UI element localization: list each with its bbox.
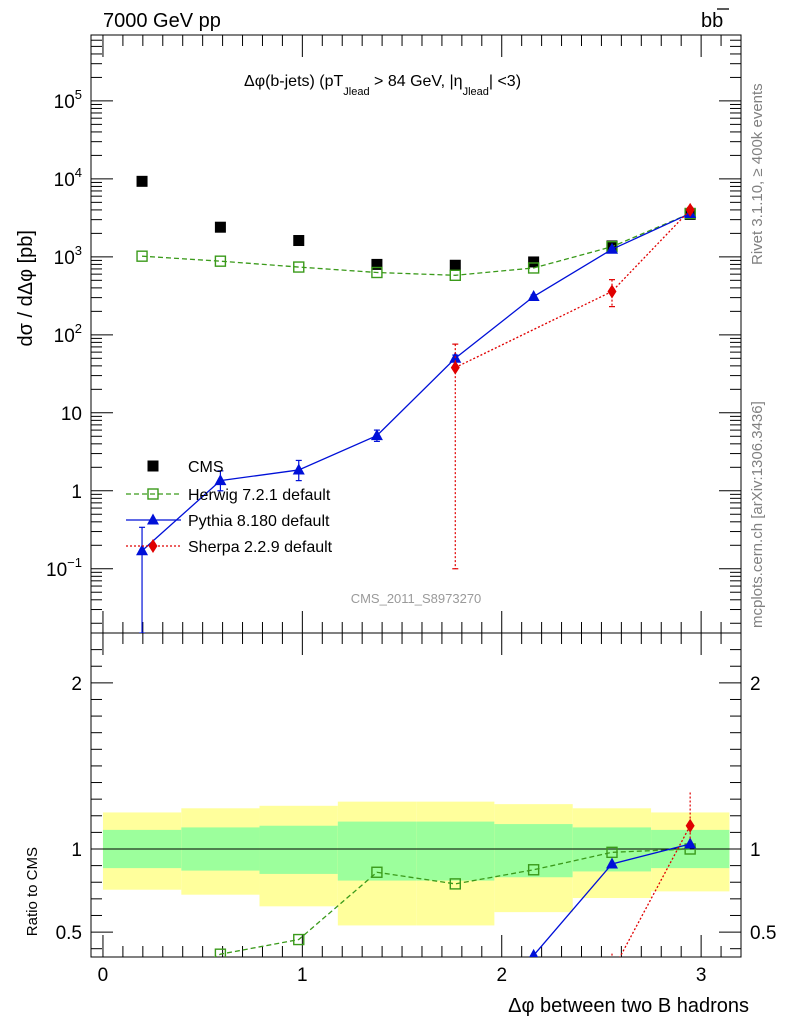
svg-text:bb: bb (701, 10, 723, 32)
ratio-point (606, 846, 618, 859)
data-point (293, 235, 305, 247)
data-point (136, 250, 148, 262)
ratio-point (685, 818, 695, 833)
series-line-2 (141, 212, 691, 552)
data-point (214, 221, 226, 233)
y-tick-label: 103 (54, 243, 82, 269)
watermark: CMS_2011_S8973270 (351, 591, 482, 606)
ratio-line-0 (213, 848, 691, 957)
y-tick-label-right: 2 (750, 674, 761, 695)
data-point (449, 259, 461, 271)
y-tick-label: 1 (71, 840, 82, 861)
side-label-rivet: Rivet 3.1.10, ≥ 400k events (749, 83, 766, 265)
legend-marker (148, 539, 158, 553)
top-ylabel: dσ / dΔφ [pb] (15, 230, 37, 347)
y-tick-label: 1 (71, 482, 82, 503)
legend-marker (147, 513, 159, 525)
data-point (136, 175, 148, 187)
data-point (685, 202, 695, 217)
ratio-point (293, 933, 305, 946)
ratio-band-inner (494, 824, 573, 878)
data-point (607, 284, 617, 299)
data-point (214, 474, 227, 486)
data-point (293, 261, 305, 273)
top-title: Δφ(b-jets) (pTJlead > 84 GeV, |ηJlead| <… (244, 73, 521, 98)
ratio-band-inner (259, 825, 338, 874)
ratio-point (371, 866, 383, 878)
y-tick-label: 10−1 (46, 555, 82, 581)
data-point (370, 429, 383, 441)
y-tick-label-right: 1 (750, 840, 761, 861)
series-line-1 (142, 212, 691, 276)
x-tick-label: 2 (496, 965, 507, 986)
ratio-point (214, 948, 227, 957)
top-axes: 10−1 1 10 102 103 104 105 (46, 34, 742, 634)
x-tick-label: 0 (98, 965, 109, 986)
ratio-point (684, 837, 697, 849)
y-tick-label: 2 (71, 674, 82, 695)
bottom-ylabel: Ratio to CMS (24, 847, 41, 936)
legend-entry-label: Pythia 8.180 default (188, 513, 330, 530)
data-point (450, 360, 460, 375)
data-point (449, 269, 461, 281)
legend-entry-label: Herwig 7.2.1 default (188, 487, 331, 504)
legend-entry-label: CMS (188, 459, 224, 476)
data-point (292, 463, 305, 475)
legend-marker (147, 488, 159, 500)
header-left: 7000 GeV pp (103, 10, 221, 32)
side-label-mcplots: mcplots.cern.ch [arXiv:1306.3436] (749, 401, 766, 628)
top-series (136, 175, 697, 633)
ratio-line-1 (529, 843, 691, 957)
data-point (528, 256, 540, 268)
data-point (214, 255, 227, 267)
data-point (371, 266, 383, 279)
ratio-point (527, 864, 540, 876)
data-point (371, 258, 383, 270)
data-point (136, 544, 149, 556)
x-tick-label: 3 (696, 965, 707, 986)
y-tick-label: 105 (54, 87, 82, 113)
bottom-frame (90, 632, 742, 958)
bottom-series (213, 792, 697, 957)
y-tick-label: 0.5 (56, 923, 82, 944)
legend-marker (147, 460, 159, 472)
ratio-bands (102, 801, 730, 926)
data-point (527, 262, 540, 274)
x-axis-label: Δφ between two B hadrons (508, 995, 749, 1017)
ratio-band-inner (416, 821, 495, 881)
x-tick-label: 1 (297, 965, 308, 986)
y-tick-label-right: 0.5 (750, 923, 776, 944)
header-right: bb (701, 8, 729, 32)
series-line-3 (454, 209, 691, 369)
y-tick-label: 10 (61, 404, 82, 425)
bottom-axes: 0.5 0.5 1 1 2 2 0 1 2 3 (56, 632, 776, 986)
legend-entry-label: Sherpa 2.2.9 default (188, 539, 333, 556)
ratio-point (449, 878, 461, 890)
data-point (605, 242, 618, 254)
y-tick-label: 102 (54, 321, 82, 347)
legend: CMS Herwig 7.2.1 default Pythia 8.180 defa… (126, 459, 333, 556)
ratio-point (605, 857, 618, 869)
y-tick-label: 104 (54, 165, 82, 191)
ratio-point (529, 948, 539, 957)
ratio-band-inner (337, 821, 417, 881)
data-point (527, 290, 540, 302)
